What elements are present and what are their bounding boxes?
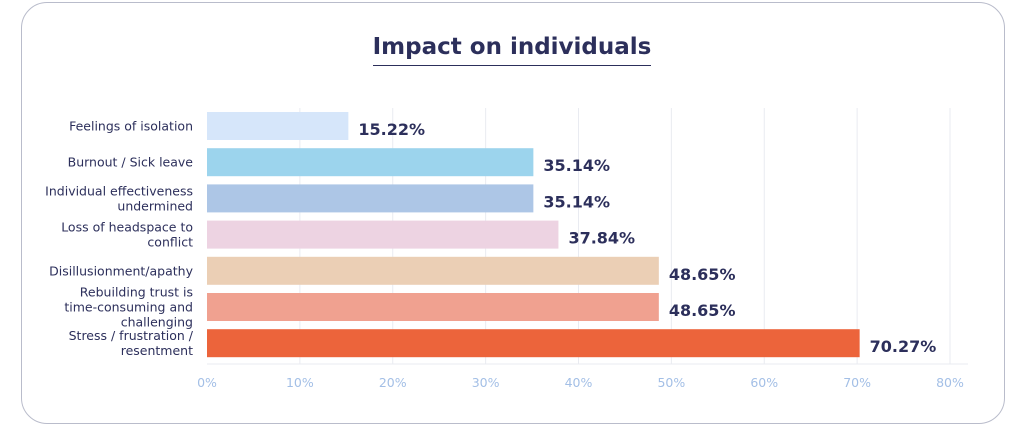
bar-2: [207, 184, 534, 213]
bar-3: [207, 220, 559, 249]
x-tick-label-5: 50%: [657, 375, 685, 390]
value-label-2: 35.14%: [543, 192, 610, 211]
x-tick-label-6: 60%: [750, 375, 778, 390]
category-label-1-line-0: Burnout / Sick leave: [68, 155, 194, 170]
category-label-3: Loss of headspace to conflict: [61, 220, 193, 250]
category-label-2-line-1: undermined: [117, 198, 193, 213]
category-label-2-line-0: Individual effectiveness: [45, 183, 193, 198]
category-label-3-line-1: conflict: [147, 235, 193, 250]
category-label-5: Rebuilding trust is time-consuming and cha…: [64, 285, 193, 330]
bar-4: [207, 256, 659, 285]
x-tick-label-1: 10%: [286, 375, 314, 390]
x-tick-label-0: 0%: [197, 375, 217, 390]
bar-1: [207, 148, 534, 177]
value-label-1: 35.14%: [543, 156, 610, 175]
value-label-4: 48.65%: [669, 265, 736, 284]
category-label-0: Feelings of isolation: [69, 119, 193, 134]
category-label-6: Stress / frustration / resentment: [69, 328, 194, 358]
category-label-4: Disillusionment/apathy: [49, 263, 193, 278]
value-label-0: 15.22%: [358, 120, 425, 139]
category-label-4-line-0: Disillusionment/apathy: [49, 263, 193, 278]
value-label-5: 48.65%: [669, 301, 736, 320]
bar-6: [207, 329, 860, 358]
bar-5: [207, 293, 659, 321]
category-label-3-line-0: Loss of headspace to: [61, 220, 193, 235]
x-tick-label-2: 20%: [379, 375, 407, 390]
value-label-3: 37.84%: [568, 229, 635, 248]
x-tick-label-8: 80%: [936, 375, 964, 390]
bar-0: [207, 112, 349, 140]
category-label-6-line-0: Stress / frustration /: [69, 328, 194, 343]
category-label-0-line-0: Feelings of isolation: [69, 119, 193, 134]
x-tick-label-7: 70%: [843, 375, 871, 390]
category-label-1: Burnout / Sick leave: [68, 155, 194, 170]
category-label-2: Individual effectiveness undermined: [45, 183, 193, 213]
category-label-5-line-1: time-consuming and: [64, 300, 193, 315]
chart-title-text: Impact on individuals: [372, 34, 652, 66]
category-label-5-line-2: challenging: [121, 315, 193, 330]
x-tick-label-4: 40%: [565, 375, 593, 390]
value-label-6: 70.27%: [870, 337, 937, 356]
x-tick-label-3: 30%: [472, 375, 500, 390]
chart-title: Impact on individuals: [0, 34, 1024, 66]
category-label-5-line-0: Rebuilding trust is: [80, 285, 193, 300]
category-label-6-line-1: resentment: [121, 343, 193, 358]
